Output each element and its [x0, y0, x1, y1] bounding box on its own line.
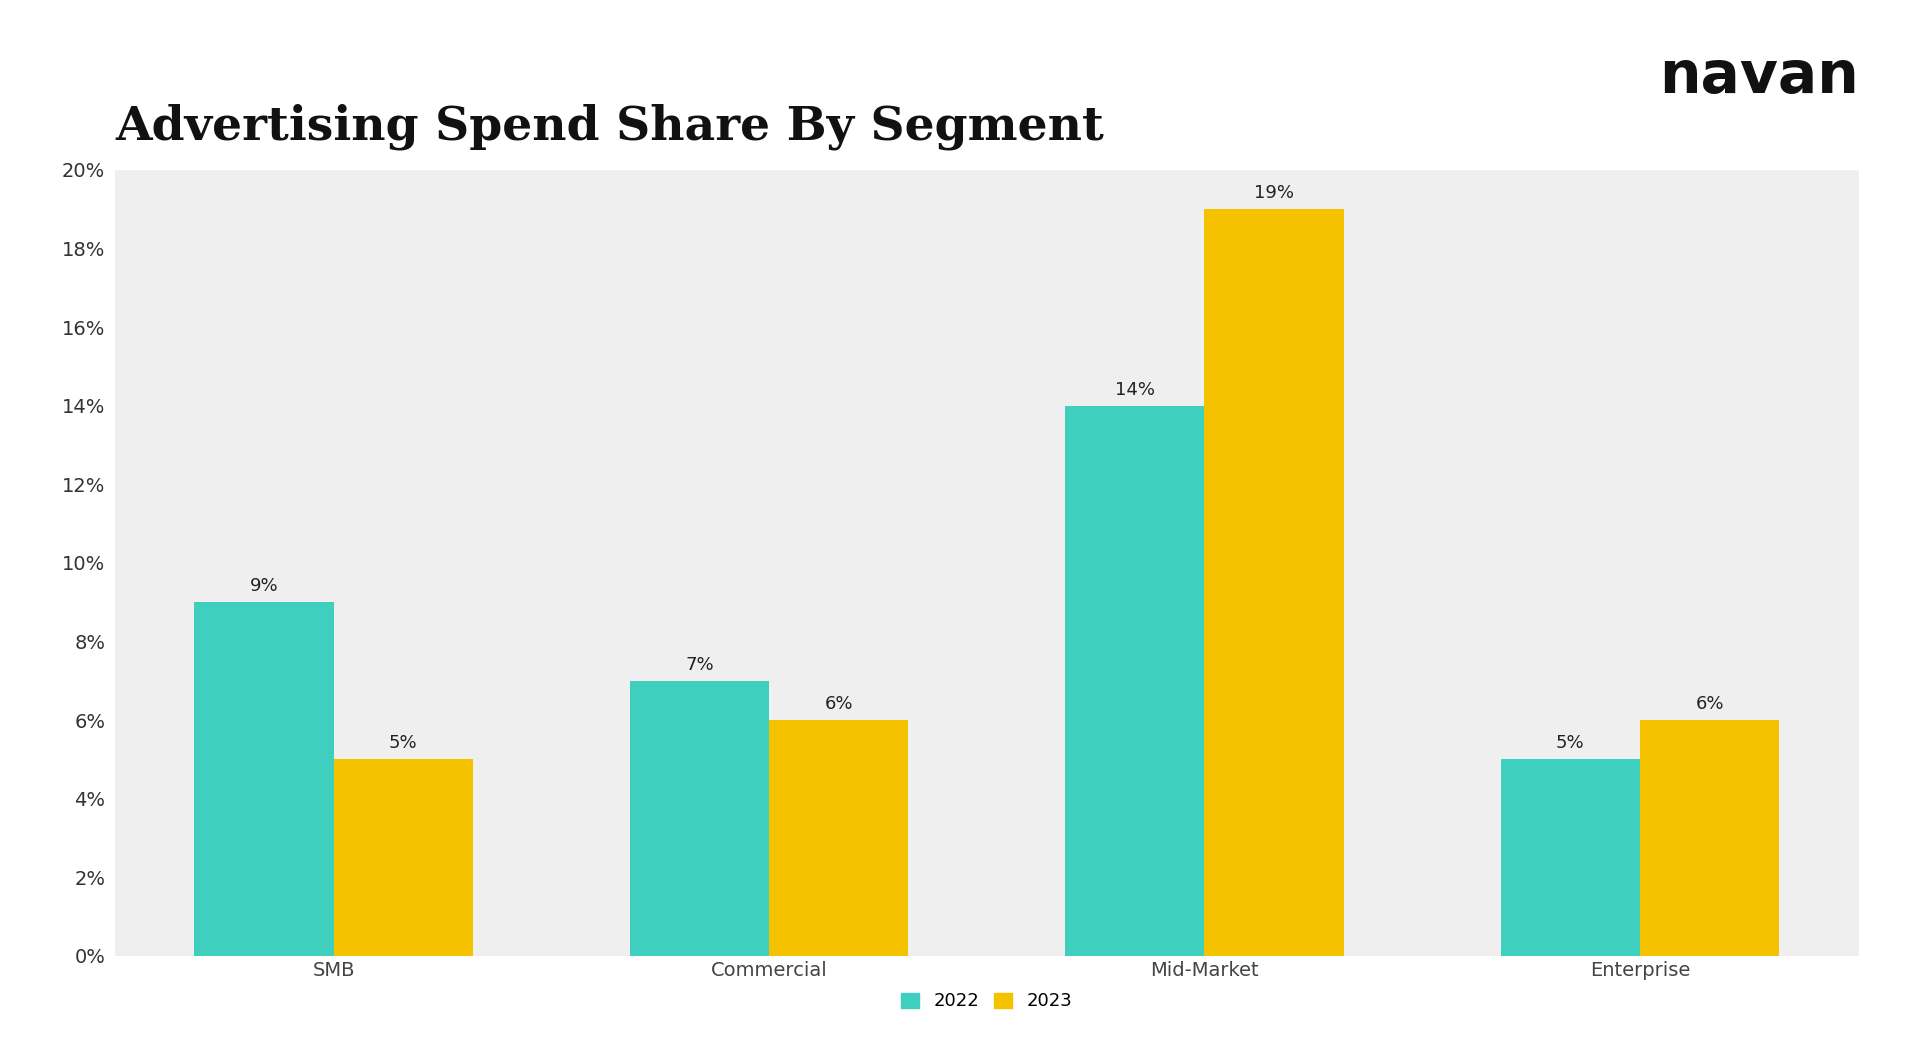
- Legend: 2022, 2023: 2022, 2023: [895, 986, 1079, 1017]
- Text: 19%: 19%: [1255, 184, 1293, 202]
- Text: 5%: 5%: [389, 734, 418, 752]
- Text: 6%: 6%: [1696, 695, 1724, 713]
- Text: 9%: 9%: [249, 577, 278, 595]
- Bar: [1640, 720, 1780, 956]
- Bar: [1500, 759, 1640, 956]
- Bar: [1065, 406, 1205, 956]
- Bar: [194, 602, 333, 956]
- Bar: [1205, 209, 1343, 956]
- Text: 14%: 14%: [1115, 380, 1155, 398]
- Text: 5%: 5%: [1556, 734, 1585, 752]
- Text: Advertising Spend Share By Segment: Advertising Spend Share By Segment: [115, 103, 1104, 150]
- Bar: [768, 720, 908, 956]
- Bar: [630, 681, 768, 956]
- Text: 6%: 6%: [824, 695, 853, 713]
- Text: 7%: 7%: [686, 655, 713, 673]
- Bar: [333, 759, 473, 956]
- Text: navan: navan: [1659, 48, 1859, 105]
